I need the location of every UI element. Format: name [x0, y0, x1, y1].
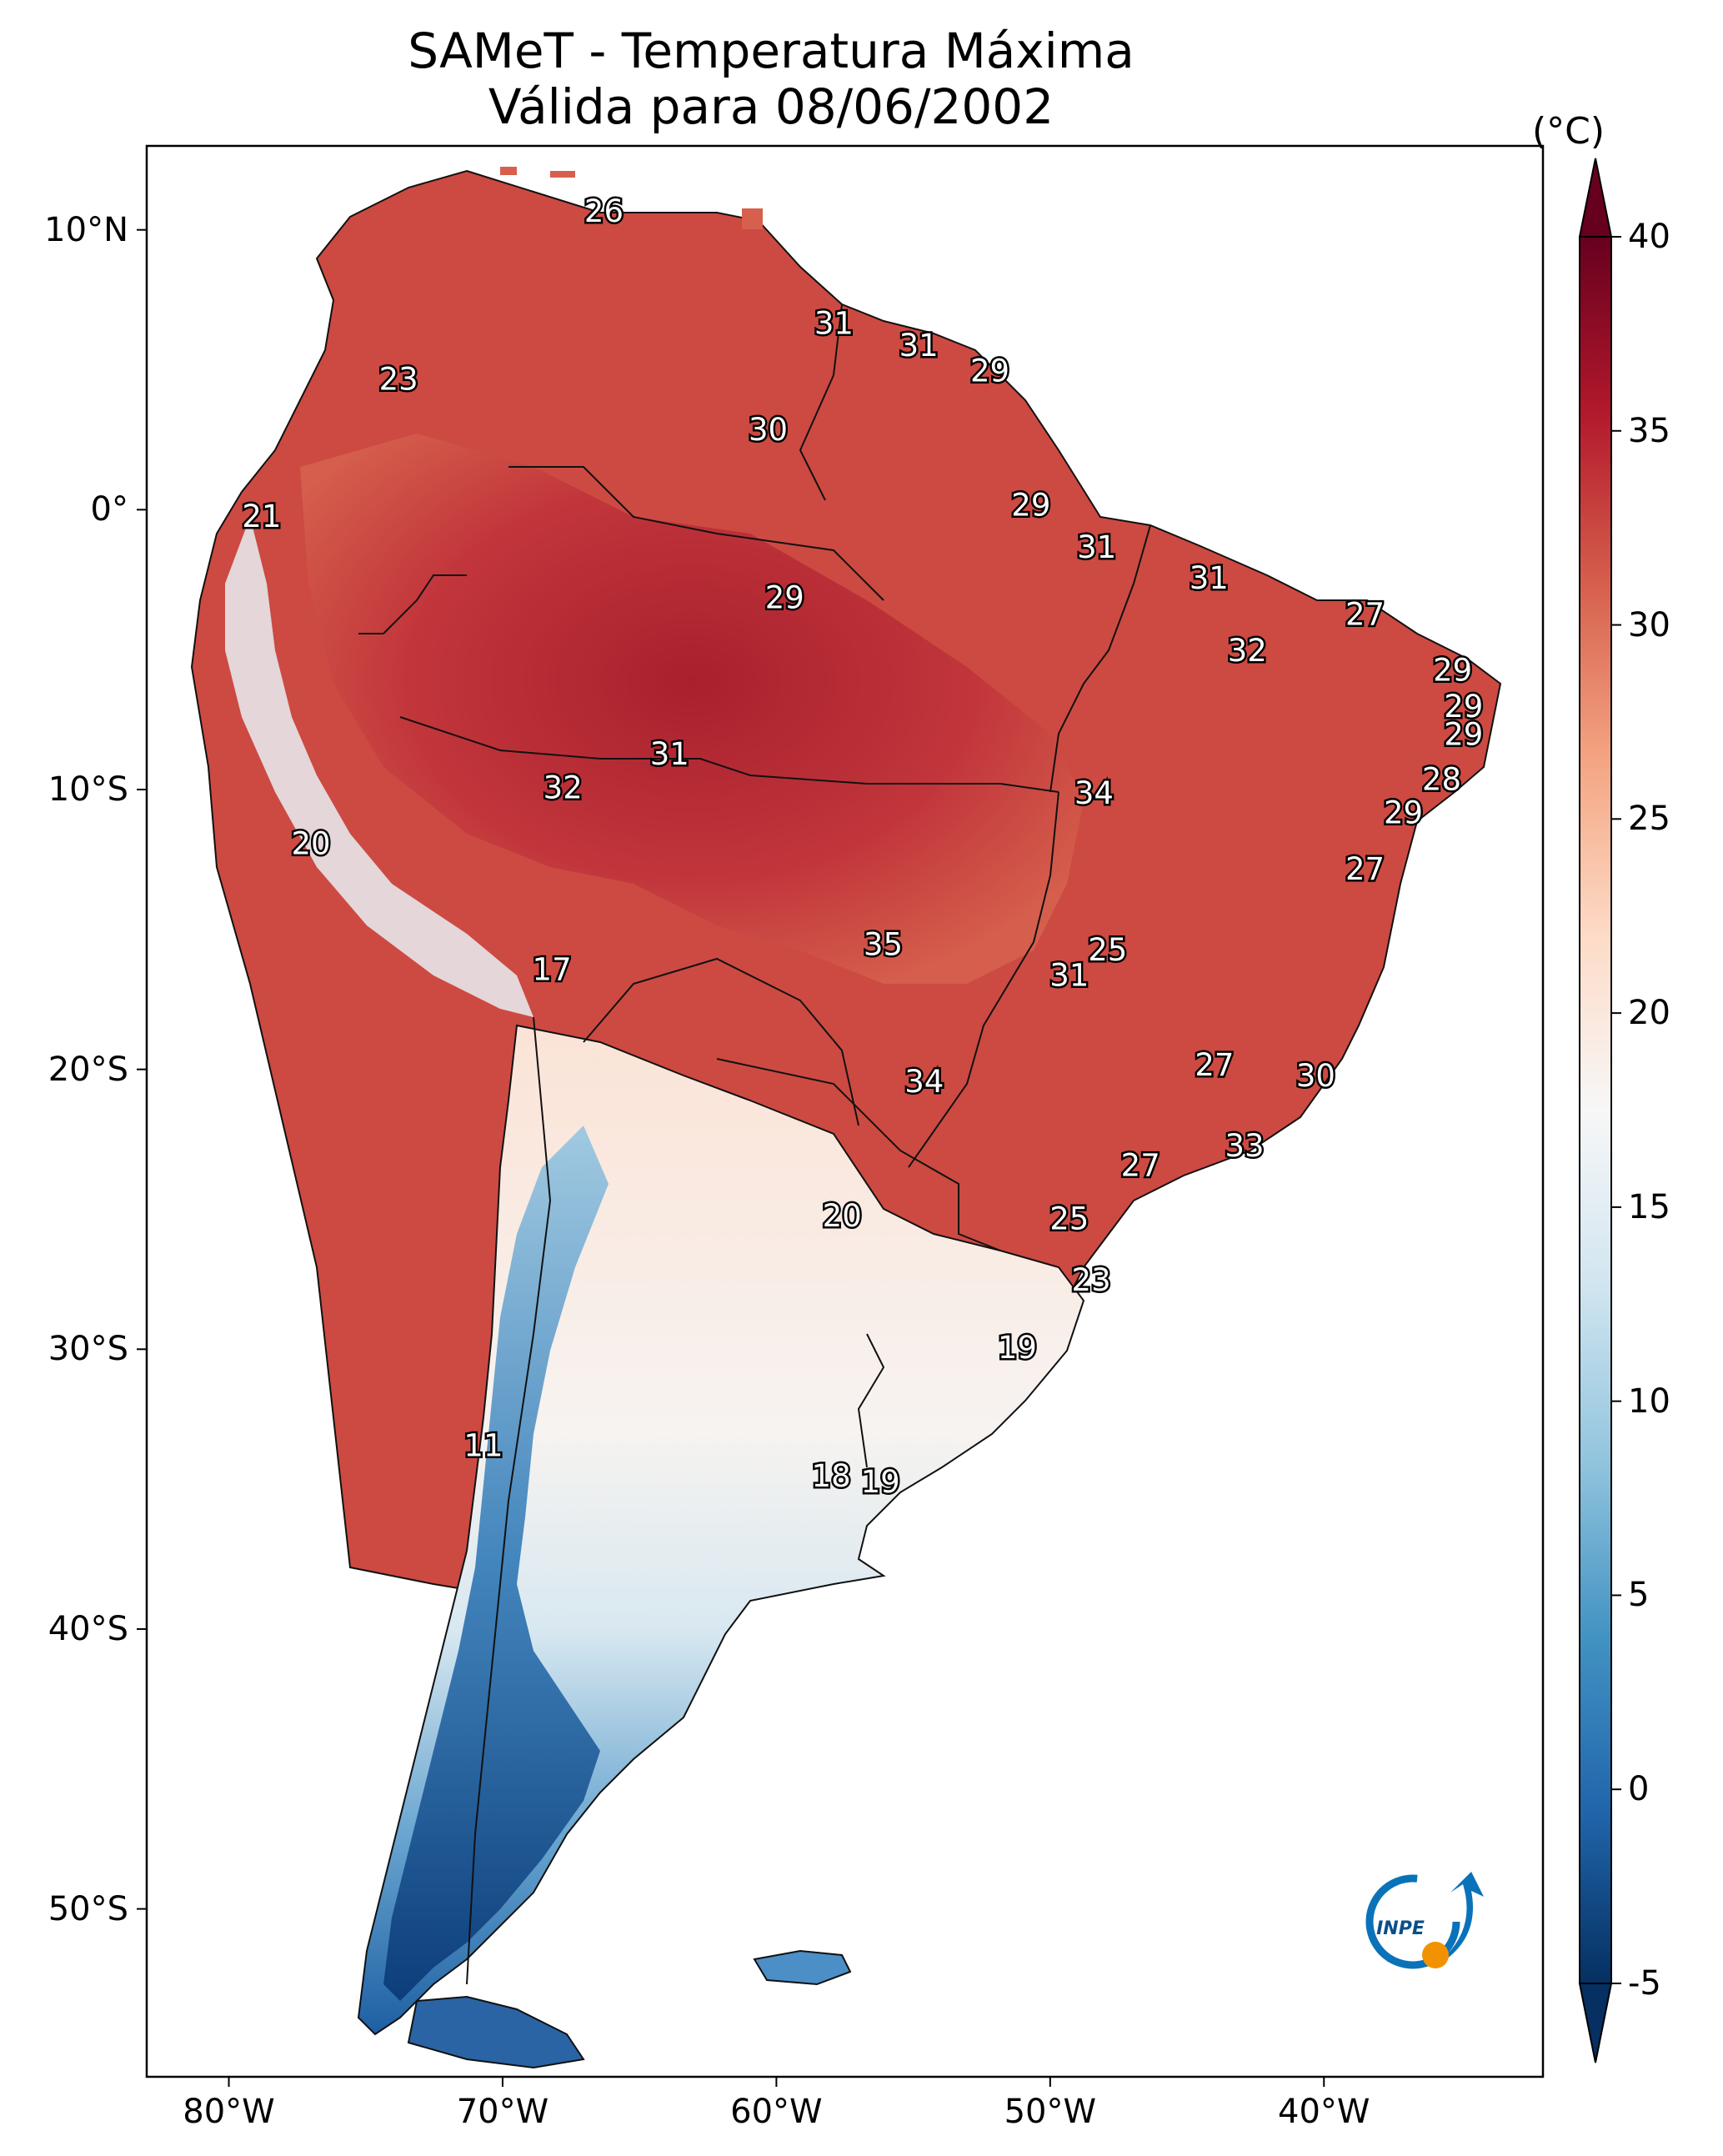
station-value-31: 27 — [1121, 1148, 1160, 1184]
pacific-coast-cool — [225, 517, 533, 1017]
station-value-4: 29 — [970, 353, 1009, 389]
map-frame — [145, 144, 1545, 2078]
lat-tick-label-5: 40°S — [48, 1609, 128, 1648]
inpe-logo: INPE — [1365, 1872, 1484, 1969]
colorbar-tick-label-9: -5 — [1628, 1964, 1661, 2003]
country-borders — [358, 303, 1151, 1985]
station-value-29: 34 — [904, 1064, 944, 1100]
station-value-12: 32 — [1228, 633, 1267, 669]
station-value-16: 31 — [650, 736, 689, 772]
station-value-0: 26 — [584, 193, 624, 229]
lat-tick-label-6: 50°S — [48, 1889, 128, 1928]
station-value-6: 21 — [242, 499, 281, 534]
map-title: SAMeT - Temperatura Máxima — [408, 23, 1134, 79]
colorbar-tick-label-3: 25 — [1628, 800, 1670, 839]
lon-tick-label-2: 60°W — [730, 2093, 823, 2131]
falkland-islands — [753, 1949, 852, 1986]
station-value-37: 18 — [812, 1458, 851, 1494]
logo-dot — [1422, 1942, 1449, 1968]
colorbar-tick-label-1: 35 — [1628, 411, 1670, 450]
station-value-27: 27 — [1195, 1047, 1234, 1083]
colorbar-tick-label-5: 15 — [1628, 1187, 1670, 1226]
station-value-18: 34 — [1074, 775, 1114, 811]
lat-tick-label-1: 0° — [90, 490, 128, 529]
colorbar-tick-label-4: 20 — [1628, 994, 1670, 1033]
station-value-2: 31 — [814, 305, 854, 341]
station-value-25: 31 — [1049, 957, 1089, 993]
station-value-20: 29 — [1384, 795, 1423, 831]
lat-tick-label-4: 30°S — [48, 1330, 128, 1369]
lon-tick-label-0: 80°W — [183, 2093, 275, 2131]
station-value-23: 25 — [1088, 932, 1127, 968]
station-value-14: 29 — [1444, 689, 1483, 725]
colorbar-tick-label-2: 30 — [1628, 605, 1670, 644]
station-value-24: 35 — [864, 926, 903, 962]
colorbar-max-extend — [1578, 158, 1613, 238]
colorbar-min-extend — [1578, 1983, 1613, 2063]
station-value-17: 32 — [543, 770, 583, 806]
latitude-ticks — [137, 228, 147, 1910]
station-value-38: 19 — [861, 1464, 900, 1500]
lon-tick-label-4: 40°W — [1278, 2093, 1370, 2131]
station-value-35: 19 — [998, 1330, 1037, 1366]
lat-tick-label-3: 20°S — [48, 1050, 128, 1089]
colorbar-tick-label-0: 40 — [1628, 218, 1670, 256]
station-value-5: 30 — [749, 412, 788, 448]
logo-arrow — [1446, 1872, 1484, 1959]
map-subtitle: Válida para 08/06/2002 — [488, 78, 1054, 135]
logo-ring — [1365, 1874, 1460, 1969]
station-value-33: 25 — [1049, 1201, 1089, 1236]
station-value-15: 29 — [1444, 717, 1483, 753]
colorbar-ramp — [1580, 237, 1611, 1983]
station-value-3: 31 — [899, 328, 939, 364]
station-value-28: 30 — [1296, 1058, 1335, 1094]
station-value-26: 17 — [533, 952, 572, 988]
caribbean-islands — [500, 167, 763, 229]
colorbar-tick-label-8: 0 — [1628, 1770, 1650, 1809]
colorbar-tick-label-7: 5 — [1628, 1576, 1650, 1615]
lon-tick-label-1: 70°W — [456, 2093, 549, 2131]
lat-tick-label-0: 10°N — [44, 210, 128, 249]
station-value-32: 20 — [823, 1198, 862, 1234]
lon-tick-label-3: 50°W — [1004, 2093, 1097, 2131]
andes-cold-strip — [383, 1126, 609, 2001]
colorbar-unit: (°C) — [1532, 110, 1605, 153]
hot-interior — [300, 434, 1084, 984]
station-value-11: 27 — [1345, 596, 1385, 632]
station-value-34: 23 — [1072, 1262, 1111, 1298]
lat-tick-label-2: 10°S — [48, 770, 128, 809]
colorbar-ticks — [1611, 236, 1621, 1984]
station-value-9: 31 — [1190, 560, 1229, 596]
station-value-7: 29 — [1011, 487, 1050, 523]
station-value-21: 20 — [292, 826, 331, 862]
station-value-8: 31 — [1077, 529, 1116, 565]
station-value-36: 11 — [463, 1427, 503, 1463]
colorbar-tick-label-6: 10 — [1628, 1381, 1670, 1421]
tierra-del-fuego — [407, 1995, 585, 2069]
colorbar — [1578, 158, 1621, 2063]
station-value-30: 33 — [1225, 1128, 1264, 1164]
station-value-10: 29 — [765, 579, 804, 615]
station-value-22: 27 — [1345, 851, 1385, 887]
logo-text: INPE — [1376, 1918, 1425, 1939]
station-value-1: 23 — [379, 361, 418, 397]
station-value-19: 28 — [1422, 761, 1461, 797]
station-value-13: 29 — [1433, 653, 1472, 689]
longitude-ticks — [228, 2077, 1325, 2087]
